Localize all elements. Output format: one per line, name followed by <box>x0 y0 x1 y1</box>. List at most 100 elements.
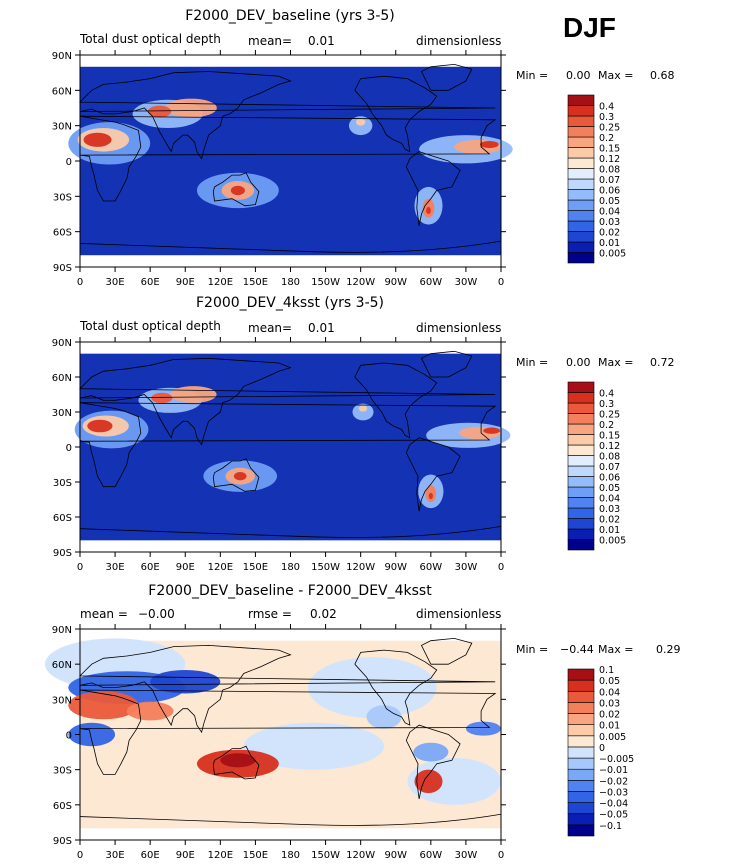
colorbar-swatch <box>567 679 595 692</box>
panel-2-min-label: Min = <box>516 356 549 369</box>
colorbar-label: −0.1 <box>599 821 622 832</box>
colorbar-label: 0.15 <box>599 144 620 155</box>
colorbar-swatch <box>567 724 595 737</box>
colorbar-swatch <box>567 413 595 425</box>
field-contour <box>83 132 112 147</box>
field-contour <box>220 753 256 768</box>
panel-1-max-value: 0.68 <box>650 69 675 82</box>
field-contour <box>151 392 173 404</box>
panel-1-units: dimensionless <box>416 34 502 48</box>
coastline <box>405 437 461 512</box>
field-contour <box>165 98 217 118</box>
colorbar-swatch <box>567 105 595 117</box>
panel-2-mean-label: mean= <box>248 321 293 335</box>
lon-tick-label: 30W <box>455 562 478 573</box>
colorbar-label: 0.07 <box>599 175 620 186</box>
colorbar-1: 0.0050.010.020.030.040.050.060.070.080.1… <box>567 94 626 264</box>
lon-tick-label: 180 <box>281 277 300 288</box>
field-contour <box>150 670 221 694</box>
lon-tick-label: 120E <box>208 562 233 573</box>
colorbar-label: 0.03 <box>599 217 620 228</box>
panel-2-units: dimensionless <box>416 321 502 335</box>
lon-tick-label: 0 <box>77 277 83 288</box>
lon-tick-label: 0 <box>498 562 504 573</box>
colorbar-label: 0.08 <box>599 165 620 176</box>
colorbar-label: 0.12 <box>599 154 620 165</box>
lon-tick-label: 60E <box>141 562 160 573</box>
colorbar-swatch <box>567 518 595 530</box>
lon-tick-label: 0 <box>77 562 83 573</box>
season-label: DJF <box>563 12 616 43</box>
colorbar-label: 0.005 <box>599 732 626 743</box>
field-patch <box>407 757 501 805</box>
field-contour <box>68 691 139 720</box>
colorbar-swatch <box>567 507 595 519</box>
panel-3-min-value: −0.44 <box>560 643 594 656</box>
colorbar-swatch <box>567 199 595 211</box>
lon-tick-label: 60W <box>420 277 443 288</box>
colorbar-label: 0.04 <box>599 687 620 698</box>
lon-tick-label: 60E <box>141 277 160 288</box>
field-contour <box>170 386 217 403</box>
colorbar-swatch <box>567 444 595 456</box>
colorbar-swatch <box>567 189 595 201</box>
colorbar-swatch <box>567 802 595 815</box>
colorbar-label: 0.01 <box>599 525 620 536</box>
colorbar-label: 0 <box>599 743 605 754</box>
lon-tick-label: 0 <box>77 850 83 861</box>
lon-tick-label: 0 <box>498 850 504 861</box>
panel-3-max-value: 0.29 <box>656 643 681 656</box>
panel-3-title: F2000_DEV_baseline - F2000_DEV_4ksst <box>148 583 432 599</box>
field-contour <box>233 471 247 481</box>
lat-tick-label: 90N <box>52 51 72 62</box>
panel-3-mean-label: mean = <box>80 607 128 621</box>
field-contour <box>483 427 501 434</box>
colorbar-label: 0.02 <box>599 228 620 239</box>
lat-tick-label: 0 <box>66 157 72 168</box>
lat-tick-label: 90N <box>52 625 72 636</box>
colorbar-label: 0.03 <box>599 504 620 515</box>
colorbar-swatch <box>567 780 595 792</box>
colorbar-swatch <box>567 528 595 540</box>
panel-3-max-label: Max = <box>598 643 634 656</box>
colorbar-label: 0.05 <box>599 196 620 207</box>
colorbar-label: 0.02 <box>599 515 620 526</box>
lat-tick-label: 60S <box>53 513 72 524</box>
colorbar-label: −0.01 <box>599 765 628 776</box>
lon-tick-label: 90E <box>176 277 195 288</box>
field-contour <box>147 105 172 118</box>
colorbar-swatch <box>567 115 595 127</box>
panel-2-min-value: 0.00 <box>566 356 591 369</box>
coastline <box>79 71 496 160</box>
colorbar-swatch <box>567 768 595 781</box>
colorbar-label: 0.01 <box>599 238 620 249</box>
colorbar-label: 0.4 <box>599 102 614 113</box>
lat-tick-label: 60N <box>52 373 72 384</box>
field-fill <box>80 66 501 256</box>
lon-tick-label: 30E <box>106 850 125 861</box>
coastline <box>420 63 473 91</box>
field-contour <box>465 721 502 736</box>
colorbar-swatch <box>567 392 595 404</box>
lat-tick-label: 30N <box>52 695 72 706</box>
lon-tick-label: 120W <box>346 277 375 288</box>
colorbar-swatch <box>567 147 595 159</box>
colorbar-label: −0.04 <box>599 799 628 810</box>
colorbar-label: 0.4 <box>599 389 614 400</box>
coastline <box>405 724 461 800</box>
lat-tick-label: 30N <box>52 408 72 419</box>
field-contour <box>348 116 373 136</box>
map-panel-1: 90N 60N 30N 0 30S 60S 90S 0 30E 60E 90E 120E 150E 180… <box>52 50 513 288</box>
lon-tick-label: 90W <box>384 562 407 573</box>
lon-tick-label: 60W <box>420 562 443 573</box>
coastline-antarctica <box>79 525 502 538</box>
colorbar-swatch <box>567 231 595 243</box>
lat-tick-label: 90S <box>53 836 72 847</box>
panel-1-title: F2000_DEV_baseline (yrs 3-5) <box>185 8 395 24</box>
colorbar-swatch <box>567 813 595 826</box>
colorbar-swatch <box>567 94 595 106</box>
colorbar-swatch <box>567 791 595 803</box>
panel-1-mean-label: mean= <box>248 34 293 48</box>
lat-tick-label: 90N <box>52 338 72 349</box>
colorbar-label: 0.03 <box>599 698 620 709</box>
